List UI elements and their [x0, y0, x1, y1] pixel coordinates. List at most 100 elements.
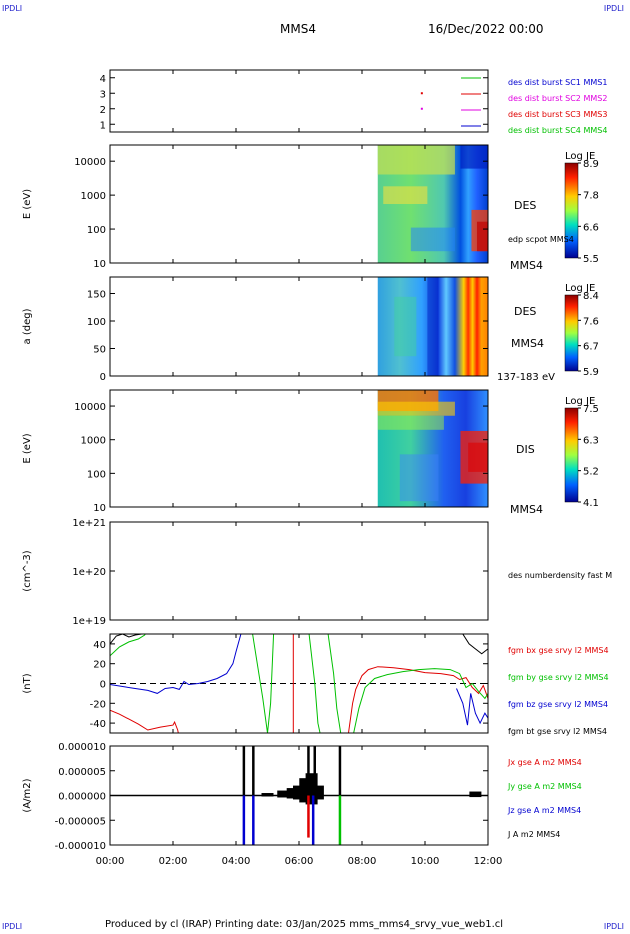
y-tick-label: -20: [90, 699, 106, 710]
des-energy-spectrogram-patch: [383, 186, 428, 204]
dis-energy-spectrogram-patch: [377, 401, 455, 416]
y-tick-label: 1000: [81, 191, 106, 202]
des-pitch-spectrogram-patch: [427, 277, 439, 376]
bfield-trace: [110, 634, 146, 657]
density-panel-frame: [109, 521, 489, 621]
bfield-trace: [308, 634, 321, 733]
y-tick-label: 0.000010: [58, 742, 106, 753]
current-activity: [286, 788, 299, 799]
burst-marker: [420, 92, 423, 95]
y-tick-label: 1e+20: [72, 567, 106, 578]
bfield-trace: [110, 709, 179, 733]
y-tick-label: -40: [90, 719, 106, 730]
y-tick-label: -0.000010: [55, 841, 106, 852]
y-tick-label: 50: [93, 345, 106, 356]
colorbar-title: Log JE: [565, 283, 595, 294]
des-pitch-label: DES: [514, 305, 536, 318]
bfield-trace: [347, 666, 488, 733]
current-activity: [277, 790, 290, 798]
y-tick-label: 0: [100, 372, 106, 383]
bfield-series-label: fgm bz gse srvy l2 MMS4: [508, 700, 608, 709]
time-tick-label: 04:00: [222, 856, 251, 867]
y-tick-label: 100: [87, 225, 106, 236]
bfield-ylabel: (nT): [22, 673, 33, 693]
y-tick-label: 4: [100, 74, 106, 85]
y-tick-label: 20: [93, 660, 106, 671]
colorbar-tick-label: 6.3: [583, 435, 599, 446]
corner-label-top-left: IPDLI: [2, 4, 23, 13]
time-tick-label: 06:00: [285, 856, 314, 867]
colorbar-tick-label: 8.4: [583, 291, 599, 302]
colorbar-tick-label: 7.8: [583, 191, 599, 202]
colorbar-title: Log JE: [565, 151, 595, 162]
current-series-label: Jz gse A m2 MMS4: [507, 806, 581, 815]
y-tick-label: 150: [87, 290, 106, 301]
des-energy-spectrogram-ylabel: E (eV): [22, 189, 33, 219]
spacecraft-title: MMS4: [280, 22, 316, 36]
y-tick-label: 2: [100, 105, 106, 116]
des-pitch-spectrogram-ylabel: a (deg): [22, 308, 33, 344]
time-tick-label: 00:00: [96, 856, 125, 867]
current-traces: [110, 746, 488, 845]
y-tick-label: 10: [93, 503, 106, 514]
time-tick-label: 08:00: [348, 856, 377, 867]
dis-energy-spectrogram-patch: [399, 454, 439, 502]
current-series-label: Jx gse A m2 MMS4: [507, 758, 582, 767]
bfield-trace: [252, 634, 275, 733]
y-tick-label: 0.000000: [58, 792, 106, 803]
y-tick-label: -0.000005: [55, 816, 106, 827]
density-ylabel: (cm^-3): [22, 550, 33, 591]
bfield-series-label: fgm bx gse srvy l2 MMS4: [508, 646, 609, 655]
y-tick-label: 3: [100, 89, 106, 100]
density-series-label: des numberdensity fast M: [508, 571, 612, 580]
burst-legend-label: des dist burst SC4 MMS4: [508, 126, 607, 135]
y-tick-label: 40: [93, 640, 106, 651]
burst-legend-label: des dist burst SC2 MMS2: [508, 94, 607, 103]
chart-canvas: 1 2 3 4 des dist burst SC1 MMS1 des dist burs…: [22, 69, 612, 867]
bfield-trace: [327, 634, 342, 733]
dis-energy-spectrogram-ylabel: E (eV): [22, 433, 33, 463]
date-title: 16/Dec/2022 00:00: [428, 22, 544, 36]
colorbar-tick-label: 8.9: [583, 159, 599, 170]
burst-panel-frame: [109, 69, 489, 133]
scpot-label: edp scpot MMS4: [508, 235, 574, 244]
des-pitch-sc-label: MMS4: [511, 337, 544, 350]
colorbar-tick-label: 5.5: [583, 254, 599, 265]
y-tick-label: 1000: [81, 436, 106, 447]
y-tick-label: 0: [100, 680, 106, 691]
bfield-trace: [456, 688, 488, 726]
footer-credits: Produced by cl (IRAP) Printing date: 03/…: [105, 919, 504, 930]
bfield-series-label: fgm bt gse srvy l2 MMS4: [508, 727, 607, 736]
burst-marker: [420, 107, 423, 110]
y-tick-label: 100: [87, 469, 106, 480]
colorbar-title: Log JE: [565, 396, 595, 407]
burst-legend-label: des dist burst SC1 MMS1: [508, 78, 607, 87]
bfield-traces: [110, 634, 488, 733]
des-energy-spectrogram-patch: [460, 145, 488, 169]
current-series-label: J A m2 MMS4: [507, 830, 560, 839]
colorbar-tick-label: 6.7: [583, 342, 599, 353]
dis-energy-label: DIS: [516, 443, 535, 456]
bfield-trace: [461, 634, 488, 655]
time-tick-label: 02:00: [159, 856, 188, 867]
des-energy-sc-label: MMS4: [510, 259, 543, 272]
des-energy-spectrogram-patch: [377, 145, 455, 175]
bfield-trace: [353, 668, 488, 733]
colorbar: [564, 162, 579, 259]
current-activity: [261, 793, 274, 797]
current-series-label: Jy gse A m2 MMS4: [507, 782, 582, 791]
dis-energy-spectrogram-patch: [468, 442, 488, 472]
y-tick-label: 10: [93, 259, 106, 270]
time-tick-label: 10:00: [411, 856, 440, 867]
corner-label-bottom-right: IPDLI: [603, 922, 624, 931]
des-energy-label: DES: [514, 199, 536, 212]
y-tick-label: 10000: [74, 157, 106, 168]
colorbar-tick-label: 5.9: [583, 367, 599, 378]
des-energy-spectrogram-patch: [410, 227, 455, 252]
bfield-series-label: fgm by gse srvy l2 MMS4: [508, 673, 609, 682]
colorbar-tick-label: 5.2: [583, 467, 599, 478]
colorbar: [564, 407, 579, 503]
colorbar-tick-label: 4.1: [583, 498, 599, 509]
time-tick-label: 12:00: [474, 856, 503, 867]
des-pitch-spectrogram-patch: [394, 296, 417, 357]
